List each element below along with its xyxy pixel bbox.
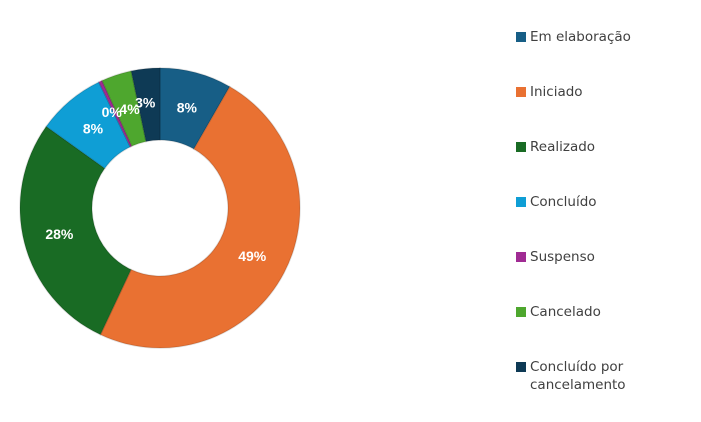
legend-label: Concluído por cancelamento: [530, 359, 626, 393]
legend-item: Cancelado: [516, 303, 676, 321]
data-label-0: 8%: [177, 100, 198, 116]
donut-slice-4: [97, 79, 133, 148]
data-label-6: 3%: [135, 95, 156, 111]
legend-label: Realizado: [530, 139, 596, 155]
donut-slice-6: [130, 67, 161, 143]
legend-item: Suspenso: [516, 248, 676, 266]
donut-slice-2: [19, 125, 133, 336]
data-label-2: 28%: [45, 226, 74, 242]
legend-swatch: [516, 362, 526, 372]
legend-label: Concluído: [530, 194, 597, 210]
donut-chart: 8%49%28%8%0%4%3%: [19, 67, 301, 349]
legend-swatch: [516, 197, 526, 207]
legend-swatch: [516, 307, 526, 317]
legend-swatch: [516, 142, 526, 152]
legend-swatch: [516, 252, 526, 262]
legend-item: Concluído por cancelamento: [516, 358, 676, 394]
data-label-3: 8%: [83, 120, 104, 136]
legend-item: Em elaboração: [516, 28, 676, 46]
donut-slice-3: [45, 81, 132, 170]
legend-swatch: [516, 32, 526, 42]
data-label-5: 4%: [119, 101, 140, 117]
legend-label: Suspenso: [530, 249, 595, 265]
legend-item: Iniciado: [516, 83, 676, 101]
legend-label: Em elaboração: [530, 29, 631, 45]
legend-label: Iniciado: [530, 84, 583, 100]
donut-slice-1: [99, 85, 301, 349]
legend-swatch: [516, 87, 526, 97]
donut-slice-5: [100, 70, 147, 148]
legend-item: Concluído: [516, 193, 676, 211]
legend-label: Cancelado: [530, 304, 601, 320]
legend-item: Realizado: [516, 138, 676, 156]
data-label-1: 49%: [238, 248, 267, 264]
data-label-4: 0%: [102, 104, 123, 120]
